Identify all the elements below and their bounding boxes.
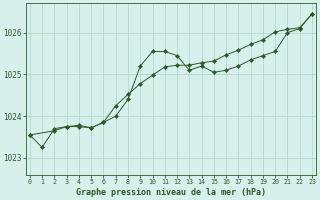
X-axis label: Graphe pression niveau de la mer (hPa): Graphe pression niveau de la mer (hPa)	[76, 188, 266, 197]
